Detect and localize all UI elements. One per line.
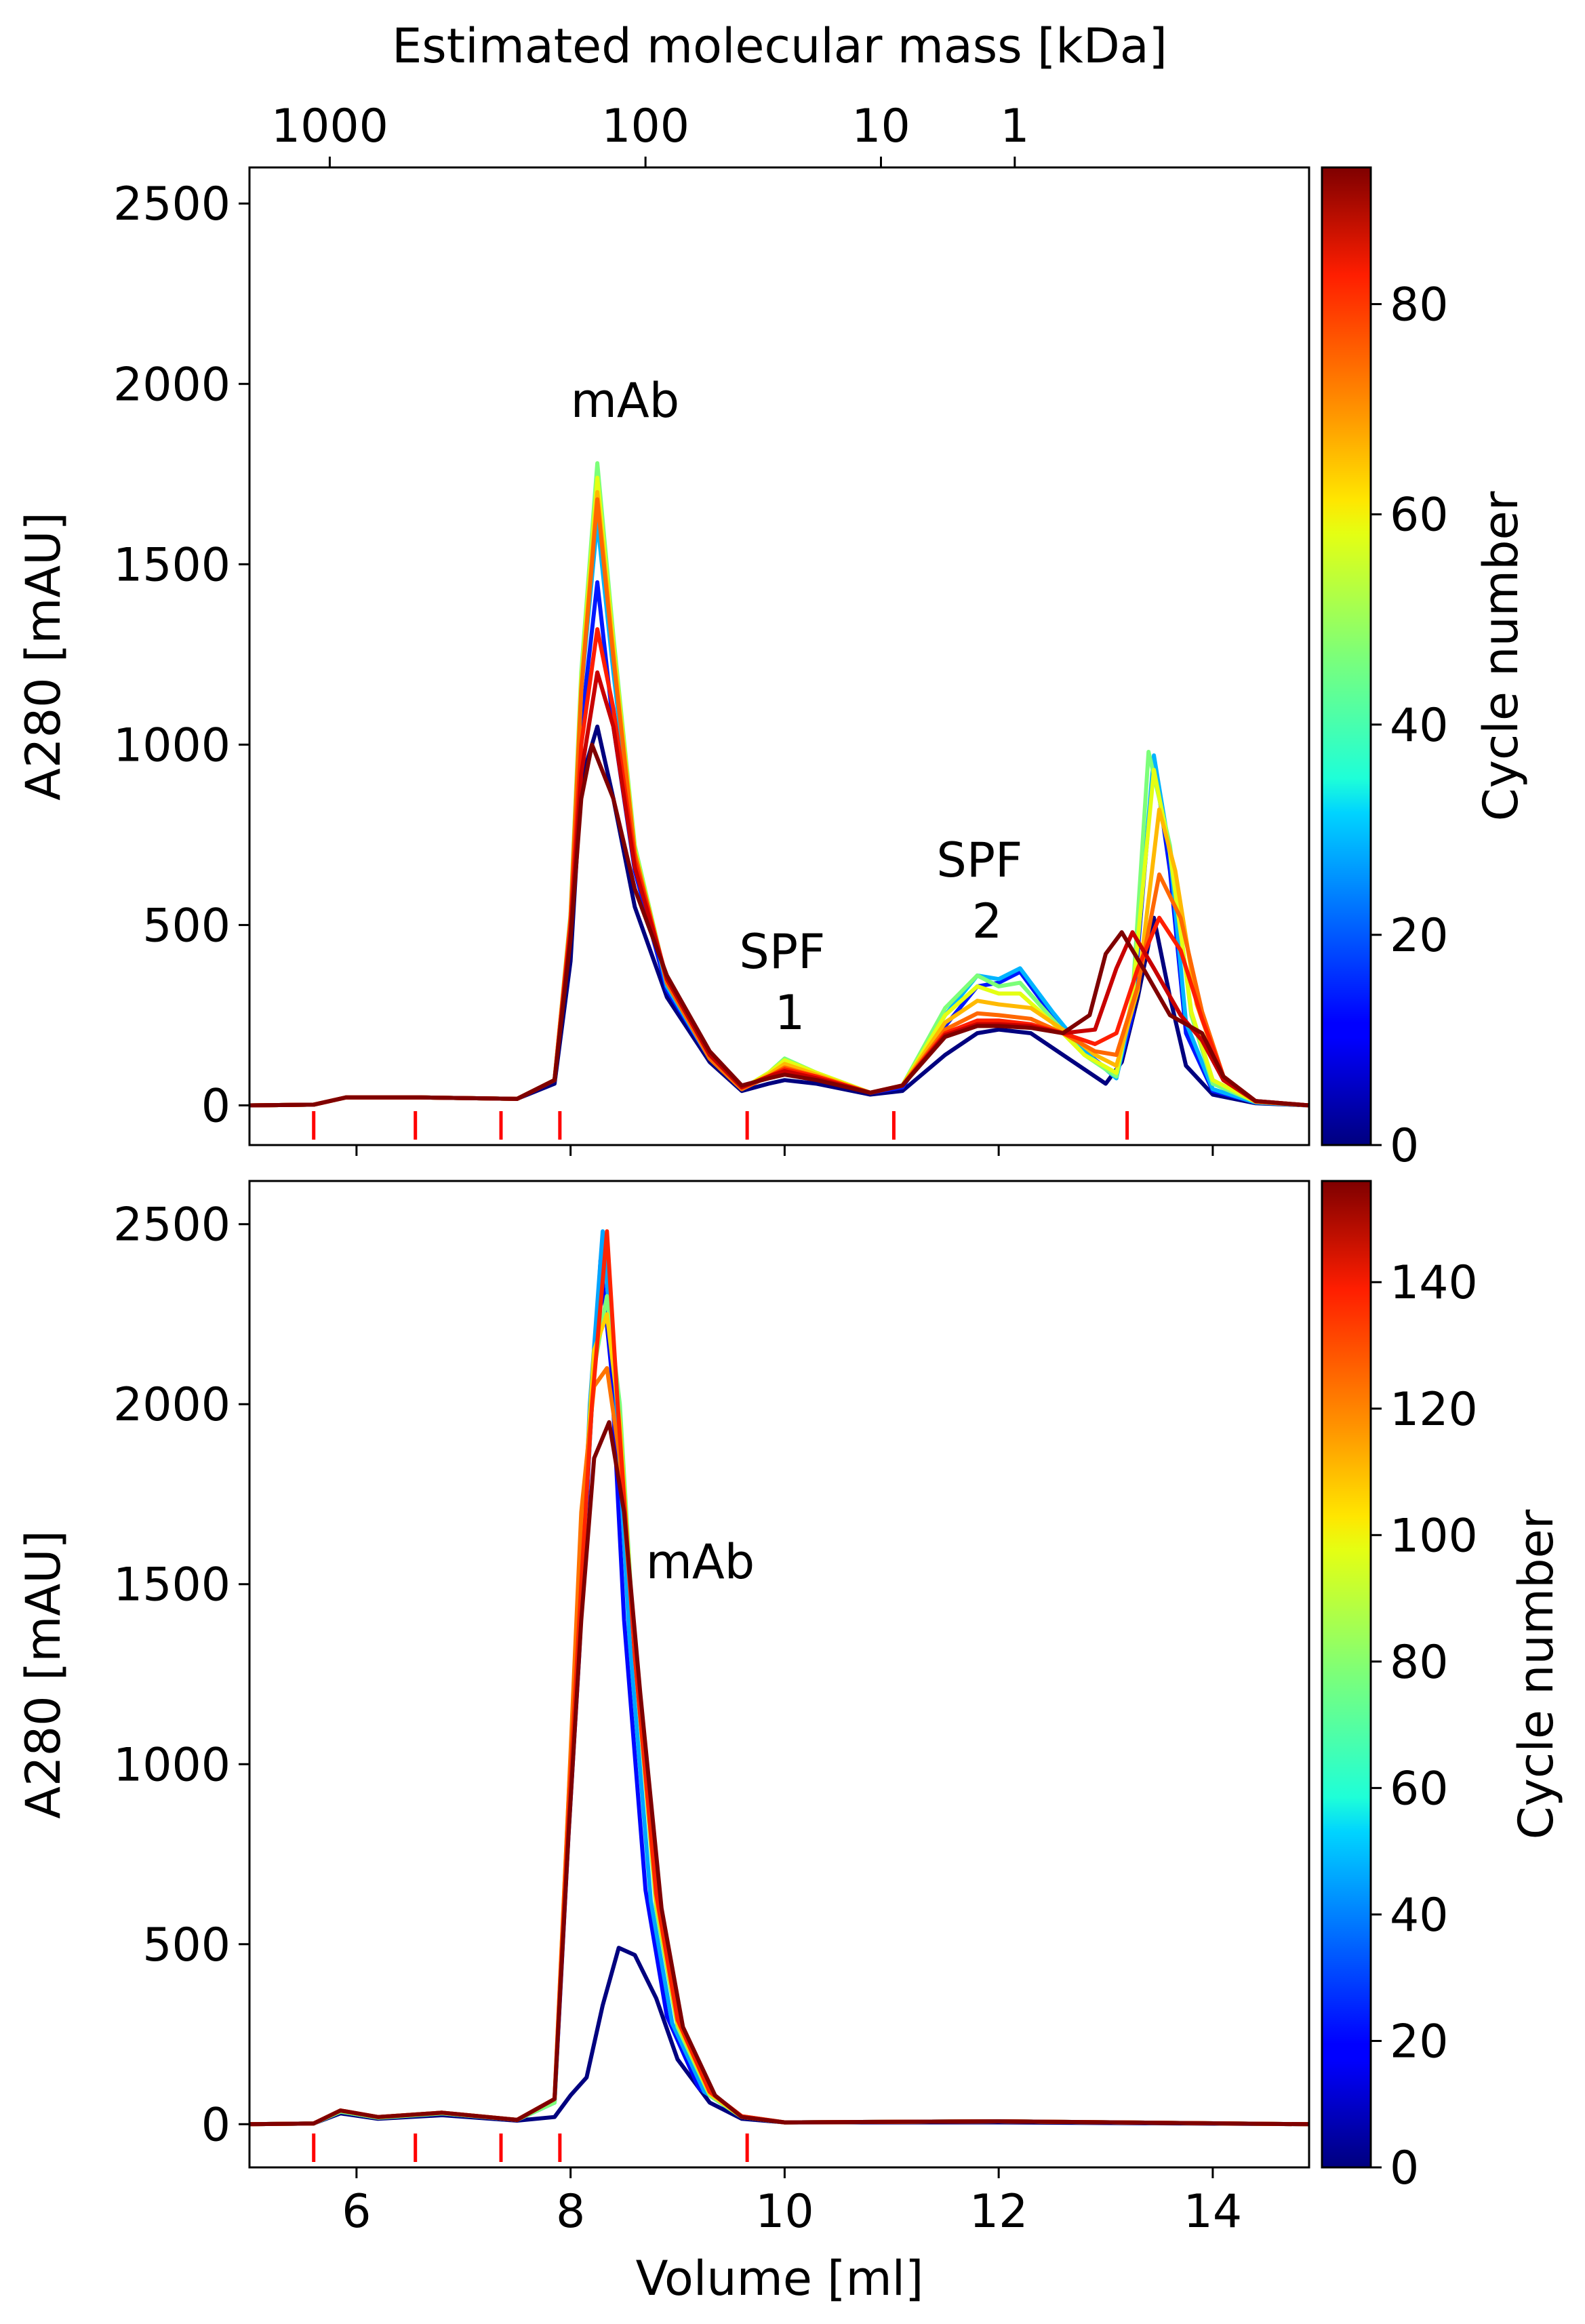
x-axis-bottom: 6 8 10 12 14 <box>342 2167 1242 2239</box>
y-tick-label-2500: 2500 <box>113 1199 230 1252</box>
y-tick-label-2000: 2000 <box>113 1378 230 1432</box>
colorbar-tick-label-60: 60 <box>1390 489 1449 542</box>
x-tick-label-6: 6 <box>342 2185 371 2239</box>
colorbar-tick-label-20: 20 <box>1390 909 1449 963</box>
colorbar-top <box>1321 166 1372 1146</box>
y-tick-label-1500: 1500 <box>113 1559 230 1612</box>
colorbar-tick-label-40: 40 <box>1390 1889 1449 1942</box>
plot-frame-bottom <box>248 1180 1310 2169</box>
x-tick-label-8: 8 <box>556 2185 585 2239</box>
series-line-cycle-93 <box>249 742 1309 1108</box>
series-line-cycle-20 <box>249 1258 1309 2127</box>
series-line-cycle-45 <box>249 1229 1309 2127</box>
annotation-spf1-line2: 1 <box>775 985 805 1041</box>
chart-top: Estimated molecular mass [kDa] 1000 100 10… <box>16 18 1529 1173</box>
annotation-mab-bottom: mAb <box>646 1534 755 1590</box>
top-tick-label-10: 10 <box>851 100 910 153</box>
y-axis-bottom: 0 500 1000 1500 2000 2500 <box>113 1199 249 2152</box>
y-tick-label-500: 500 <box>142 1919 230 1972</box>
annotation-spf1: SPF 1 <box>739 924 840 1041</box>
series-line-cycle-110 <box>249 1312 1309 2127</box>
y-axis-top: 0 500 1000 1500 2000 2500 <box>113 178 249 1133</box>
series-line-cycle-156 <box>249 1420 1309 2127</box>
top-axis-title: Estimated molecular mass [kDa] <box>392 18 1167 74</box>
y-axis-label-bottom: A280 [mAU] <box>16 1530 71 1819</box>
annotation-mab-top: mAb <box>571 373 680 428</box>
colorbar-tick-label-140: 140 <box>1390 1256 1478 1310</box>
series-line-cycle-145 <box>249 1229 1309 2127</box>
x-tick-label-14: 14 <box>1184 2185 1243 2239</box>
annotation-spf2-line1: SPF <box>936 833 1022 888</box>
y-tick-label-500: 500 <box>142 899 230 953</box>
colorbar-tick-label-80: 80 <box>1390 1636 1449 1689</box>
annotation-spf2-line2: 2 <box>972 894 1003 949</box>
series-group-bottom <box>249 1229 1309 2127</box>
annotation-spf2: SPF 2 <box>936 833 1037 949</box>
series-line-cycle-1 <box>249 1946 1309 2127</box>
plot-frame-top <box>248 166 1310 1146</box>
series-line-cycle-130 <box>249 1366 1309 2127</box>
annotation-spf1-line1: SPF <box>739 924 825 980</box>
series-line-cycle-80 <box>249 1294 1309 2127</box>
y-tick-label-0: 0 <box>201 2098 230 2152</box>
y-tick-label-1000: 1000 <box>113 719 230 772</box>
y-tick-label-2000: 2000 <box>113 358 230 412</box>
colorbar-tick-label-80: 80 <box>1390 279 1449 332</box>
series-group-top <box>249 461 1309 1108</box>
colorbar-tick-label-100: 100 <box>1390 1509 1478 1563</box>
x-axis-top <box>355 1145 1214 1156</box>
y-axis-label-top: A280 [mAU] <box>16 512 71 801</box>
colorbar-label-bottom: Cycle number <box>1508 1509 1564 1839</box>
colorbar-tick-label-120: 120 <box>1390 1383 1478 1437</box>
top-tick-label-100: 100 <box>601 100 689 153</box>
y-tick-label-1000: 1000 <box>113 1738 230 1792</box>
fraction-marks-top <box>312 1111 1129 1140</box>
top-tick-label-1000: 1000 <box>271 100 388 153</box>
top-axis: 1000 100 10 1 <box>271 100 1029 167</box>
x-axis-label: Volume [ml] <box>636 2251 924 2306</box>
colorbar-tick-label-20: 20 <box>1390 2015 1449 2068</box>
colorbar-label-top: Cycle number <box>1473 491 1529 821</box>
y-tick-label-1500: 1500 <box>113 538 230 592</box>
fraction-marks-bottom <box>312 2133 749 2162</box>
colorbar-tick-label-40: 40 <box>1390 699 1449 753</box>
colorbar-tick-label-60: 60 <box>1390 1762 1449 1816</box>
y-tick-label-0: 0 <box>201 1079 230 1133</box>
colorbar-ticks-top: 0 20 40 60 80 <box>1371 279 1449 1173</box>
colorbar-tick-label-0: 0 <box>1390 2142 1419 2195</box>
colorbar-ticks-bottom: 0 20 40 60 80 100 120 140 <box>1371 1256 1478 2195</box>
y-tick-label-2500: 2500 <box>113 178 230 231</box>
colorbar-tick-label-0: 0 <box>1390 1119 1419 1173</box>
top-tick-label-1: 1 <box>1000 100 1029 153</box>
x-tick-label-10: 10 <box>755 2185 814 2239</box>
colorbar-bottom <box>1321 1180 1372 2169</box>
x-tick-label-12: 12 <box>969 2185 1028 2239</box>
